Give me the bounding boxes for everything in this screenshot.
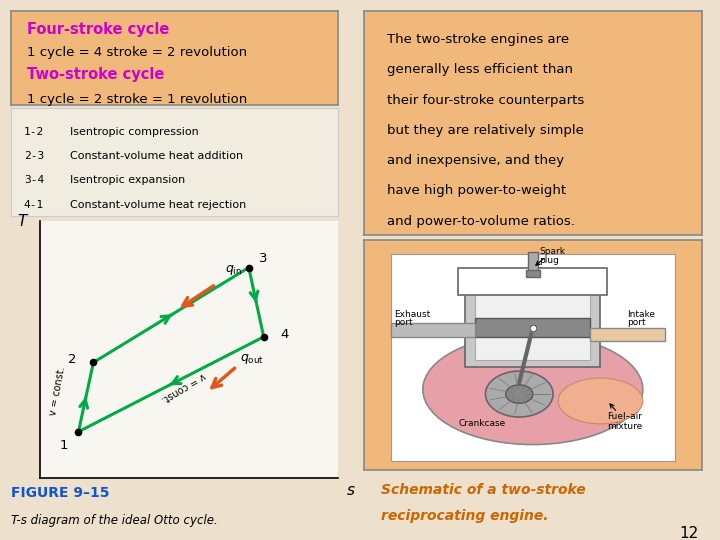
Text: FIGURE 9–15: FIGURE 9–15 — [11, 486, 109, 500]
Text: have high power-to-weight: have high power-to-weight — [387, 185, 567, 198]
Text: 2-3: 2-3 — [24, 151, 44, 161]
Text: s: s — [346, 483, 354, 498]
FancyBboxPatch shape — [465, 279, 600, 367]
Text: 4: 4 — [280, 328, 289, 341]
Text: 2: 2 — [68, 353, 77, 367]
Text: mixture: mixture — [607, 422, 642, 430]
Text: and power-to-volume ratios.: and power-to-volume ratios. — [387, 215, 575, 228]
Text: 1 cycle = 4 stroke = 2 revolution: 1 cycle = 4 stroke = 2 revolution — [27, 46, 247, 59]
Text: port: port — [394, 318, 413, 327]
Text: $q_\mathrm{in}$: $q_\mathrm{in}$ — [225, 262, 242, 276]
FancyBboxPatch shape — [590, 327, 665, 341]
Text: Isentropic expansion: Isentropic expansion — [70, 175, 185, 185]
FancyBboxPatch shape — [391, 254, 675, 461]
Text: T: T — [17, 214, 27, 229]
FancyBboxPatch shape — [475, 291, 590, 360]
Text: Two-stroke cycle: Two-stroke cycle — [27, 68, 165, 83]
FancyBboxPatch shape — [526, 270, 539, 277]
Text: The two-stroke engines are: The two-stroke engines are — [387, 33, 570, 46]
Text: 4-1: 4-1 — [24, 200, 44, 210]
FancyBboxPatch shape — [459, 268, 607, 295]
Text: 12: 12 — [679, 526, 698, 540]
Text: Isentropic compression: Isentropic compression — [70, 127, 199, 138]
Ellipse shape — [423, 334, 643, 444]
Text: T-s diagram of the ideal Otto cycle.: T-s diagram of the ideal Otto cycle. — [11, 514, 217, 527]
Text: v = const.: v = const. — [48, 366, 66, 416]
Text: Crankcase: Crankcase — [459, 419, 505, 428]
Text: and inexpensive, and they: and inexpensive, and they — [387, 154, 564, 167]
Text: 1-2: 1-2 — [24, 127, 44, 138]
Circle shape — [485, 371, 553, 417]
Text: $q_\mathrm{out}$: $q_\mathrm{out}$ — [240, 352, 264, 366]
Text: v = const.: v = const. — [160, 370, 207, 404]
Text: Fuel–air: Fuel–air — [607, 413, 642, 421]
Text: Spark: Spark — [539, 247, 566, 256]
Circle shape — [505, 385, 533, 403]
Text: Intake: Intake — [628, 310, 655, 319]
FancyBboxPatch shape — [475, 319, 590, 337]
Text: Four-stroke cycle: Four-stroke cycle — [27, 22, 169, 37]
Text: reciprocating engine.: reciprocating engine. — [381, 509, 548, 523]
Text: 1: 1 — [59, 440, 68, 453]
Text: 3: 3 — [259, 252, 268, 265]
Text: Exhaust: Exhaust — [394, 310, 431, 319]
Text: 3-4: 3-4 — [24, 175, 44, 185]
Text: Constant-volume heat rejection: Constant-volume heat rejection — [70, 200, 246, 210]
Text: Constant-volume heat addition: Constant-volume heat addition — [70, 151, 243, 161]
Text: port: port — [628, 318, 646, 327]
FancyBboxPatch shape — [528, 252, 538, 272]
FancyBboxPatch shape — [391, 323, 475, 337]
Text: 1 cycle = 2 stroke = 1 revolution: 1 cycle = 2 stroke = 1 revolution — [27, 93, 248, 106]
Text: generally less efficient than: generally less efficient than — [387, 64, 573, 77]
Text: plug: plug — [539, 256, 559, 265]
Text: their four-stroke counterparts: their four-stroke counterparts — [387, 94, 585, 107]
Ellipse shape — [558, 378, 643, 424]
Text: but they are relatively simple: but they are relatively simple — [387, 124, 584, 137]
Text: Schematic of a two-stroke: Schematic of a two-stroke — [381, 483, 585, 497]
